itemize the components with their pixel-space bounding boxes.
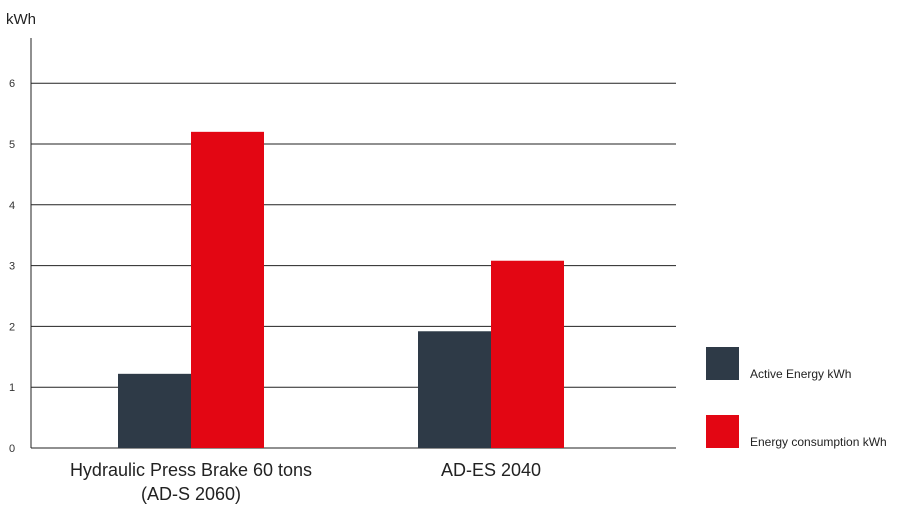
legend: Active Energy kWh Energy consumption kWh: [706, 347, 887, 449]
y-tick-label: 0: [9, 443, 15, 455]
bar-active-energy-0: [118, 373, 191, 448]
legend-label: Energy consumption kWh: [750, 435, 887, 449]
y-axis-title: kWh: [6, 11, 36, 28]
x-category-label: Hydraulic Press Brake 60 tons: [70, 460, 312, 480]
bar-energy-consumption-1: [491, 260, 564, 448]
y-tick-label: 5: [9, 139, 15, 151]
bars: [118, 131, 564, 448]
x-category-label: (AD-S 2060): [141, 484, 241, 504]
y-tick-label: 6: [9, 78, 15, 90]
y-tick-labels: 0 1 2 3 4 5 6: [9, 78, 15, 455]
bar-energy-consumption-0: [191, 131, 264, 448]
bar-active-energy-1: [418, 331, 491, 448]
y-tick-label: 3: [9, 261, 15, 273]
y-tick-label: 4: [9, 200, 15, 212]
y-tick-label: 2: [9, 321, 15, 333]
x-category-labels: Hydraulic Press Brake 60 tons (AD-S 2060)…: [70, 460, 541, 504]
y-tick-label: 1: [9, 382, 15, 394]
legend-swatch: [706, 347, 739, 380]
legend-label: Active Energy kWh: [750, 367, 851, 381]
x-category-label: AD-ES 2040: [441, 460, 541, 480]
legend-swatch: [706, 415, 739, 448]
